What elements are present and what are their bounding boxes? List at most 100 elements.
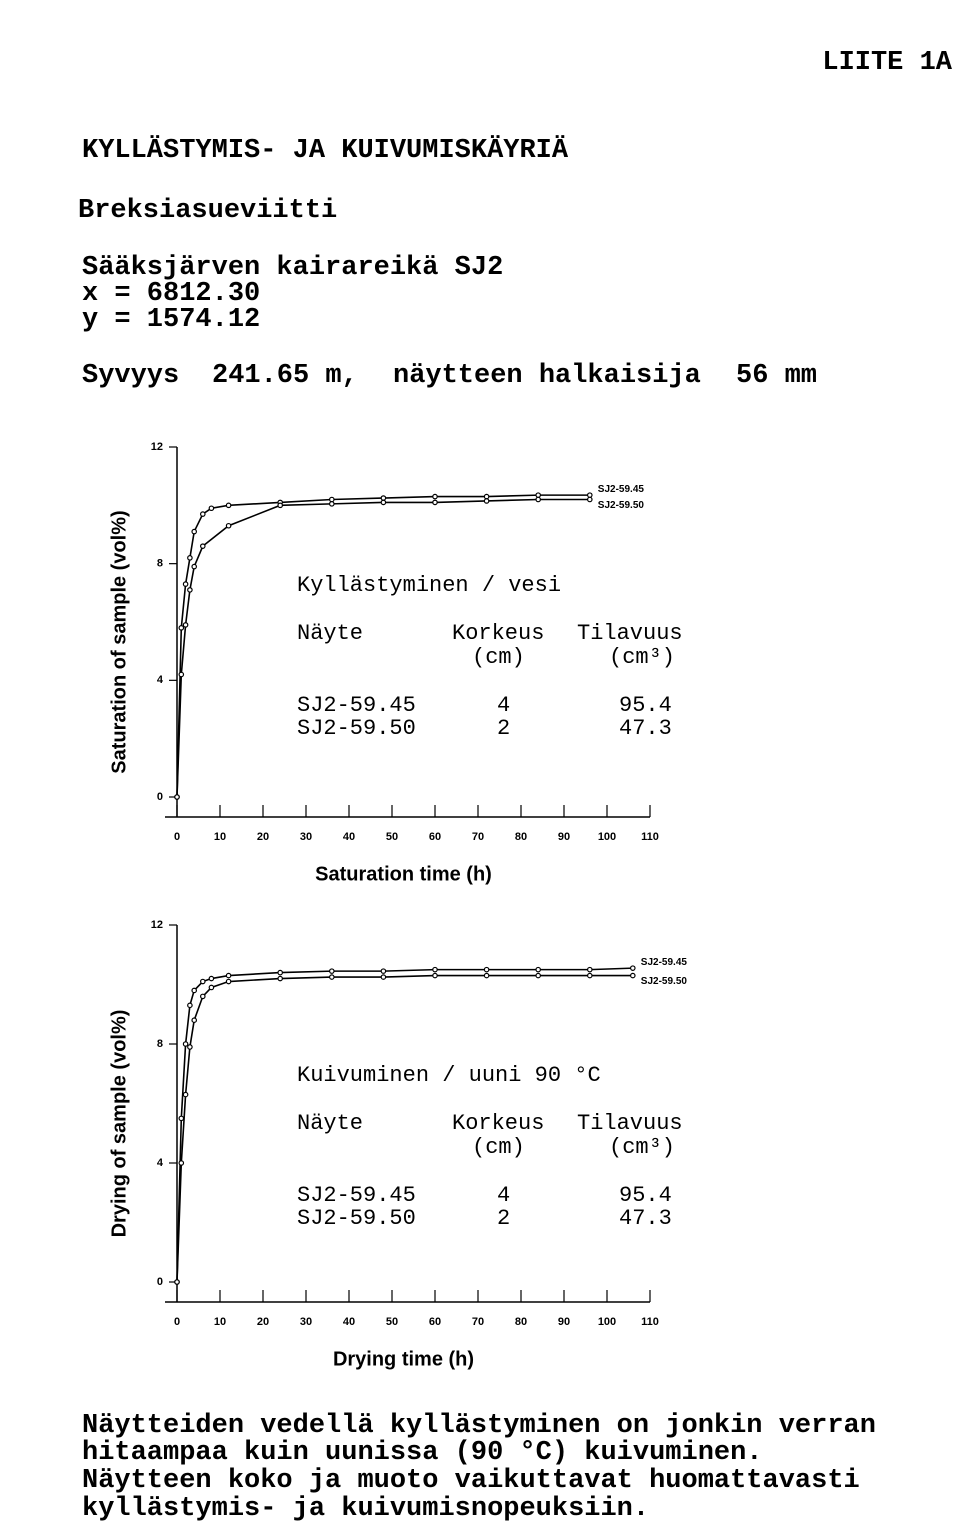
series-label: SJ2-59.45 [641,957,688,968]
data-point [178,671,185,678]
location: y = 1574.12 [82,305,260,335]
series-line [176,974,633,1283]
column-unit: (cm) [472,1135,525,1160]
data-point [187,1044,193,1050]
data-point [187,1002,193,1009]
data-point [208,975,215,982]
y-axis-label: Saturation of sample (vol%) [108,510,130,773]
data-point [225,502,232,509]
rock-type: Breksiasueviitti [78,196,337,226]
data-point [191,563,198,570]
y-tick-label: 12 [151,441,163,453]
data-point [277,975,284,982]
x-tick-label: 60 [429,831,441,843]
y-tick-label: 12 [151,919,163,931]
table-cell: 47.3 [619,716,672,741]
y-axis-label: Drying of sample (vol%) [108,1010,130,1238]
depth: näytteen halkaisija [393,361,701,391]
column-header: Näyte [297,621,363,646]
x-tick-label: 90 [558,831,570,843]
column-unit: (cm) [472,645,525,670]
x-tick-label: 60 [429,1316,441,1328]
data-point [182,581,189,587]
x-tick-label: 40 [343,1316,355,1328]
series-line [176,498,590,798]
data-point [535,496,542,503]
table-cell: 4 [497,1183,510,1208]
x-tick-label: 100 [598,1316,616,1328]
title: KYLLÄSTYMIS- JA KUIVUMISKÄYRIÄ [82,134,569,166]
footer-text: hitaampaa kuin uunissa (90 °C) kuivumine… [82,1438,763,1468]
annotation-title: Kyllästyminen / vesi [297,573,561,598]
table-cell: 95.4 [619,693,672,718]
data-point [200,993,206,1000]
data-point [208,984,215,991]
x-tick-label: 20 [257,831,269,843]
column-header: Tilavuus [577,621,683,646]
data-point [174,794,180,800]
x-tick-label: 0 [174,1316,180,1328]
column-header: Näyte [297,1111,363,1136]
x-tick-label: 110 [641,831,659,843]
column-unit: (cm³) [609,645,675,670]
x-tick-label: 70 [472,831,484,843]
data-point [586,966,593,973]
data-point [380,495,387,501]
data-point [380,968,387,974]
x-tick-label: 80 [515,831,527,843]
x-tick-label: 90 [558,1316,570,1328]
y-tick-label: 0 [157,1276,163,1288]
table-cell: 2 [497,1206,510,1231]
data-point [483,972,490,979]
data-point [191,528,198,535]
data-point [178,1160,185,1166]
location: Sääksjärven kairareikä SJ2 [82,253,503,283]
data-point [200,978,206,985]
data-point [178,625,185,631]
location: x = 6812.30 [82,279,260,309]
data-point [208,505,215,512]
data-point [432,499,438,506]
data-point [182,1091,189,1098]
x-tick-label: 80 [515,1316,527,1328]
series-label: SJ2-59.50 [598,500,645,511]
series-label: SJ2-59.50 [641,976,688,987]
appendix: LIITE 1A [822,48,952,78]
data-point [328,496,335,503]
data-point [535,966,542,973]
data-point [225,972,232,979]
x-tick-label: 110 [641,1316,659,1328]
table-cell: SJ2-59.45 [297,1183,416,1208]
data-point [586,496,593,503]
table-cell: 4 [497,693,510,718]
data-point [483,498,490,504]
x-tick-label: 10 [214,1316,226,1328]
footer-text: kyllästymis- ja kuivumisnopeuksiin. [82,1494,649,1523]
data-point [483,966,490,973]
data-point [277,969,284,976]
table-cell: 2 [497,716,510,741]
data-point [432,972,438,979]
x-tick-label: 50 [386,1316,398,1328]
column-header: Korkeus [452,621,544,646]
data-point [187,555,193,561]
data-point [200,543,206,549]
depth: Syvyys [82,361,179,391]
annotation-title: Kuivuminen / uuni 90 °C [297,1063,601,1088]
data-point [225,978,232,985]
column-header: Tilavuus [577,1111,683,1136]
x-tick-label: 30 [300,1316,312,1328]
data-point [225,522,232,529]
table-cell: 95.4 [619,1183,672,1208]
x-tick-label: 40 [343,831,355,843]
footer-text: Näytteiden vedellä kyllästyminen on jonk… [82,1411,876,1441]
y-tick-label: 4 [157,1157,164,1169]
data-point [483,493,490,500]
x-axis-label: Saturation time (h) [315,863,492,885]
depth: 241.65 m, [212,361,358,391]
x-tick-label: 0 [174,831,180,843]
data-point [191,987,198,994]
column-header: Korkeus [452,1111,544,1136]
data-point [277,502,284,509]
